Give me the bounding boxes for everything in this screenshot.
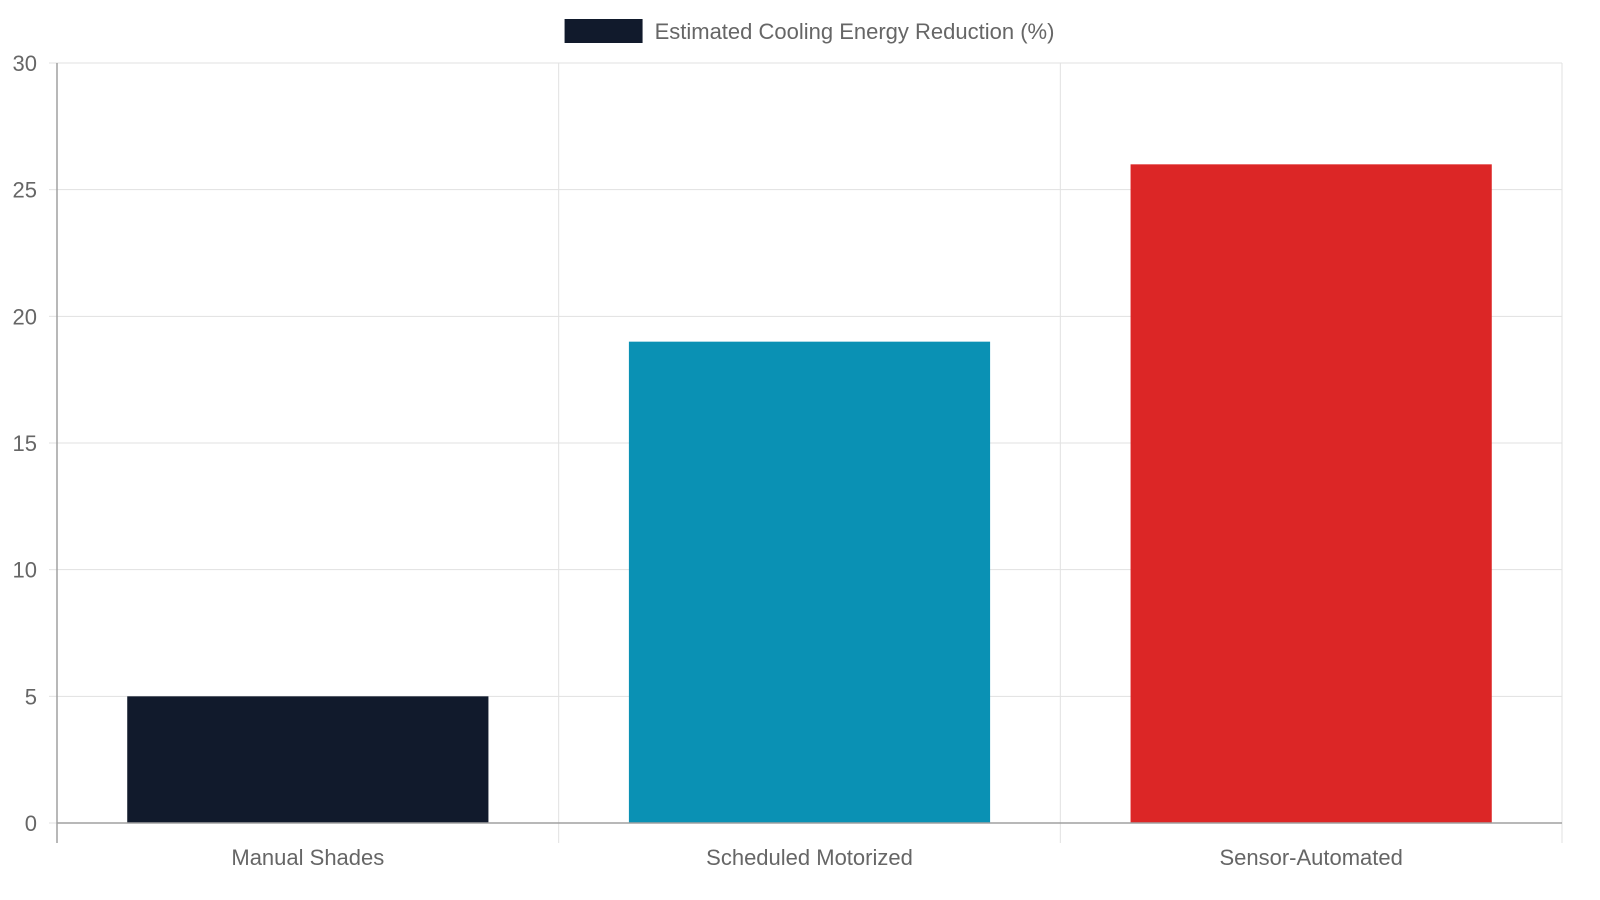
legend-swatch [564, 19, 643, 43]
y-tick-label: 0 [25, 811, 37, 836]
y-tick-label: 15 [13, 431, 37, 456]
y-tick-label: 10 [13, 558, 37, 583]
y-tick-label: 30 [13, 51, 37, 76]
legend-label: Estimated Cooling Energy Reduction (%) [655, 19, 1055, 44]
bars [127, 164, 1492, 824]
legend[interactable]: Estimated Cooling Energy Reduction (%) [564, 19, 1055, 44]
bar[interactable] [1130, 164, 1492, 824]
axes [56, 63, 1562, 843]
x-tick-label: Scheduled Motorized [706, 845, 913, 870]
x-tick-label: Sensor-Automated [1219, 845, 1402, 870]
x-tick-label: Manual Shades [231, 845, 384, 870]
x-axis-ticks: Manual Shades Scheduled Motorized Sensor-A… [231, 845, 1402, 870]
y-axis-ticks: 0 5 10 15 20 25 30 [13, 51, 37, 836]
y-tick-label: 25 [13, 178, 37, 203]
y-tick-label: 5 [25, 684, 37, 709]
bar[interactable] [628, 341, 991, 823]
y-tick-label: 20 [13, 304, 37, 329]
bar[interactable] [127, 696, 489, 823]
